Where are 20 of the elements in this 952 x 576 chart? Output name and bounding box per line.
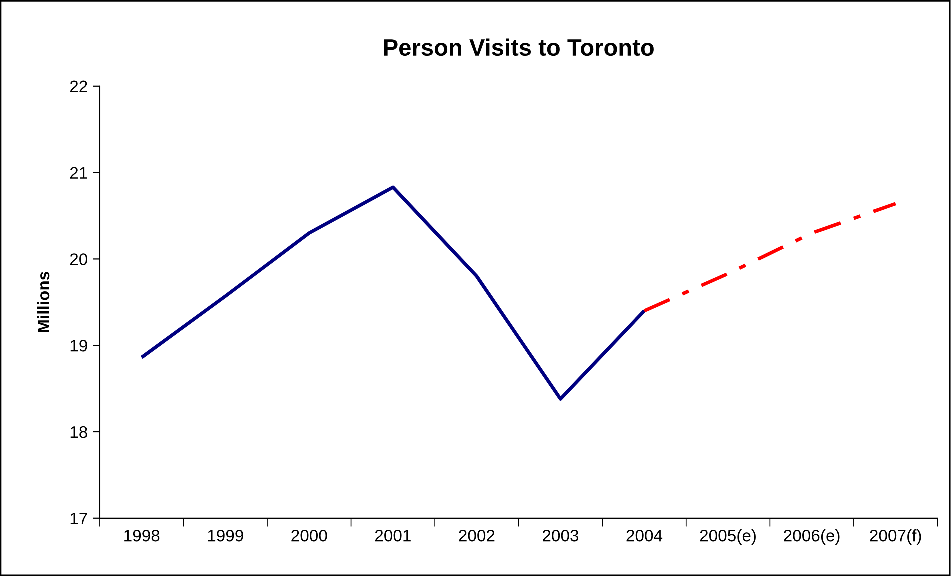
x-tick-label: 2006(e) [784,530,840,546]
y-axis-title: Millions [37,272,50,332]
x-tick-label: 2000 [292,530,328,542]
line-series [642,202,898,313]
y-tick-label: 20 [70,254,88,266]
x-tick-label: 2007(f) [870,530,922,546]
line-series [140,186,646,401]
x-tick-label: 2001 [375,530,411,542]
x-tick-label: 1999 [208,530,244,542]
y-tick-label: 18 [70,426,88,438]
x-tick-label: 2002 [459,530,495,542]
x-tick-label: 2004 [626,530,663,542]
x-tick-label: 1998 [124,530,160,542]
y-tick-label: 19 [70,340,88,352]
y-tick-label: 21 [70,167,88,179]
x-tick-label: 2005(e) [700,530,756,546]
chart-title: Person Visits to Toronto [384,38,654,56]
y-tick-label: 22 [70,80,88,92]
y-tick-label: 17 [70,512,88,524]
x-tick-label: 2003 [543,530,579,542]
